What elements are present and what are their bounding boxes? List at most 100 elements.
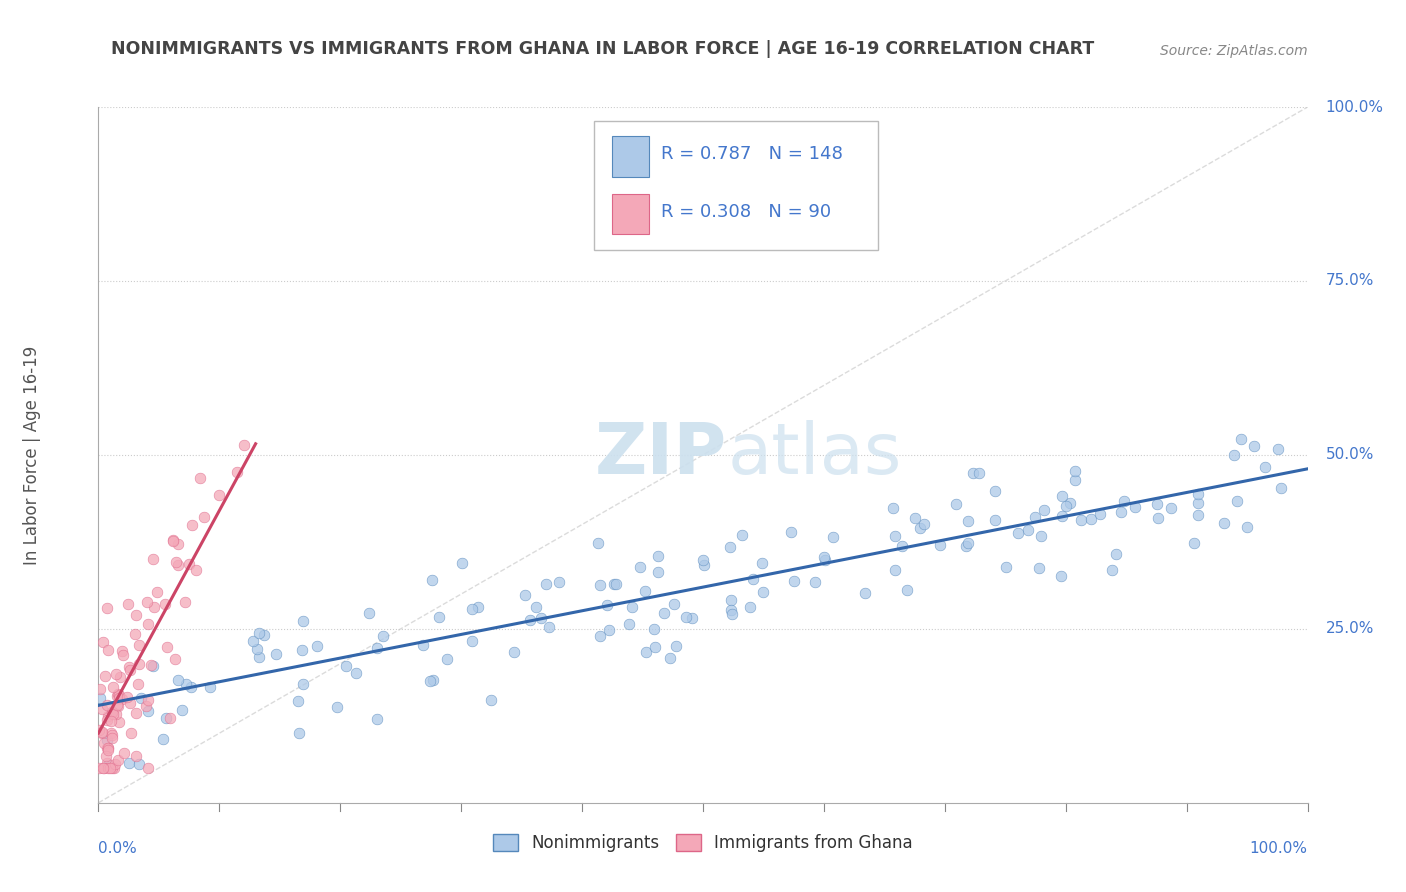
Point — [107, 753, 129, 767]
Point — [287, 694, 309, 708]
Point — [605, 576, 627, 591]
Text: 75.0%: 75.0% — [1326, 274, 1374, 288]
Point — [346, 666, 368, 681]
Text: 25.0%: 25.0% — [1326, 622, 1374, 636]
Point — [1033, 503, 1056, 517]
Point — [1109, 505, 1132, 519]
Point — [536, 576, 558, 591]
Point — [141, 552, 163, 566]
Point — [595, 598, 617, 612]
Point — [97, 643, 120, 657]
Point — [118, 696, 141, 710]
Point — [955, 539, 977, 553]
Point — [731, 528, 754, 542]
Point — [675, 609, 697, 624]
Point — [117, 597, 139, 611]
Point — [589, 629, 612, 643]
Point — [530, 611, 553, 625]
Text: 0.0%: 0.0% — [98, 841, 138, 856]
FancyBboxPatch shape — [613, 136, 648, 177]
Point — [903, 511, 925, 525]
Point — [751, 556, 773, 570]
Point — [647, 549, 669, 564]
Point — [326, 700, 349, 714]
Text: 100.0%: 100.0% — [1250, 841, 1308, 856]
Point — [891, 539, 914, 553]
Point — [359, 606, 381, 620]
Point — [1017, 524, 1039, 538]
Point — [617, 617, 640, 632]
Point — [94, 749, 117, 764]
Point — [101, 680, 124, 694]
Point — [112, 747, 135, 761]
Point — [589, 578, 612, 592]
Point — [1080, 512, 1102, 526]
Point — [1213, 516, 1236, 530]
Point — [107, 691, 129, 706]
Point — [1223, 448, 1246, 462]
Point — [103, 761, 125, 775]
Point — [1243, 439, 1265, 453]
Point — [266, 647, 288, 661]
Point — [782, 574, 804, 589]
Point — [962, 467, 984, 481]
Point — [1059, 496, 1081, 510]
Text: 50.0%: 50.0% — [1326, 448, 1374, 462]
Point — [89, 691, 111, 706]
Point — [159, 710, 181, 724]
Point — [136, 704, 159, 718]
Point — [436, 651, 458, 665]
Point — [125, 706, 148, 720]
Point — [779, 524, 801, 539]
Legend: Nonimmigrants, Immigrants from Ghana: Nonimmigrants, Immigrants from Ghana — [485, 826, 921, 861]
Point — [823, 530, 845, 544]
Point — [420, 574, 443, 588]
Point — [107, 699, 129, 714]
Point — [1146, 497, 1168, 511]
Point — [179, 558, 201, 572]
Point — [967, 466, 990, 480]
Point — [628, 559, 651, 574]
Point — [652, 606, 675, 620]
Point — [292, 676, 315, 690]
Point — [128, 756, 150, 771]
Point — [91, 725, 114, 739]
Point — [100, 728, 122, 742]
Point — [804, 574, 827, 589]
Point — [515, 589, 537, 603]
Point — [720, 593, 742, 607]
Point — [1024, 510, 1046, 524]
Point — [621, 599, 644, 614]
Point — [335, 659, 357, 673]
Point — [101, 731, 124, 745]
Point — [721, 607, 744, 621]
Point — [100, 705, 122, 719]
Point — [1270, 481, 1292, 495]
Point — [249, 649, 271, 664]
Point — [738, 600, 761, 615]
Text: In Labor Force | Age 16-19: In Labor Force | Age 16-19 — [22, 345, 41, 565]
Point — [1028, 561, 1050, 575]
Point — [1064, 464, 1087, 478]
Point — [104, 707, 127, 722]
Point — [1123, 500, 1146, 515]
Point — [136, 761, 159, 775]
Point — [598, 623, 620, 637]
Point — [136, 595, 159, 609]
Point — [125, 749, 148, 764]
Point — [1187, 508, 1209, 522]
Point — [634, 645, 657, 659]
Point — [136, 693, 159, 707]
Point — [502, 645, 524, 659]
Point — [305, 639, 328, 653]
Point — [97, 757, 120, 772]
Point — [90, 702, 112, 716]
Point — [603, 577, 626, 591]
Text: ZIP: ZIP — [595, 420, 727, 490]
Point — [141, 659, 163, 673]
Point — [1254, 459, 1277, 474]
Point — [91, 761, 114, 775]
Point — [467, 599, 489, 614]
Point — [1105, 547, 1128, 561]
Point — [461, 602, 484, 616]
